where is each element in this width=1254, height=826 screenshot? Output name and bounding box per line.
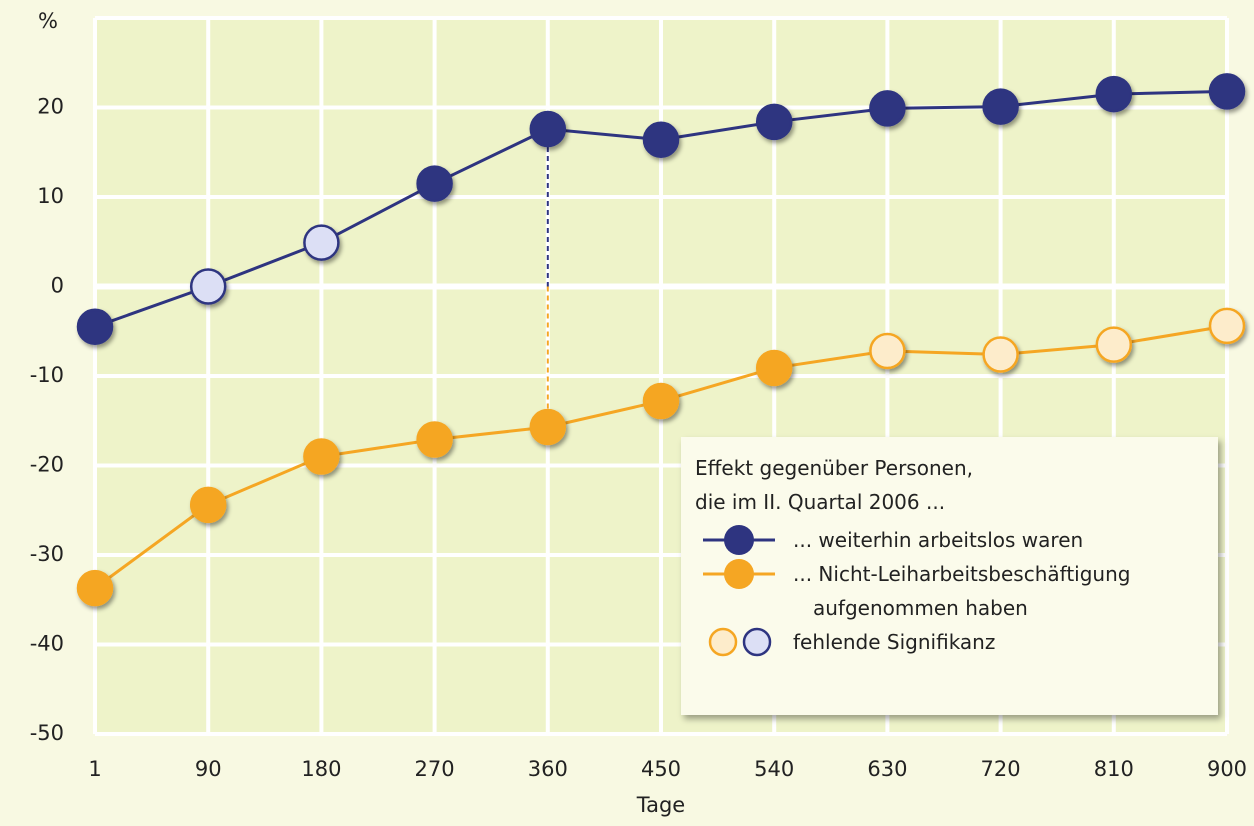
legend-title: die im II. Quartal 2006 ... xyxy=(695,490,946,514)
x-tick-label: 720 xyxy=(981,757,1021,781)
x-tick-label: 360 xyxy=(528,757,568,781)
point xyxy=(189,486,227,524)
point xyxy=(1208,73,1246,110)
point xyxy=(76,569,114,607)
y-unit: % xyxy=(38,9,58,33)
point xyxy=(869,332,906,370)
legend-label: ... weiterhin arbeitslos waren xyxy=(793,528,1084,552)
point xyxy=(869,90,906,127)
x-axis-label: Tage xyxy=(636,793,685,817)
x-tick-label: 90 xyxy=(195,757,222,781)
y-tick-label: 10 xyxy=(37,184,64,208)
point xyxy=(1208,307,1246,345)
point xyxy=(982,88,1019,125)
legend-marker xyxy=(724,525,754,555)
legend-symbol xyxy=(703,525,775,555)
point xyxy=(755,103,793,141)
legend-symbol xyxy=(703,559,775,589)
y-tick-label: -50 xyxy=(30,721,64,745)
x-tick-label: 810 xyxy=(1094,757,1134,781)
y-tick-label: -30 xyxy=(30,542,64,566)
y-tick-label: 0 xyxy=(51,274,64,298)
point xyxy=(642,121,680,158)
legend-marker xyxy=(724,559,754,589)
point xyxy=(529,408,567,446)
x-tick-label: 450 xyxy=(641,757,681,781)
legend-entry: ... weiterhin arbeitslos waren xyxy=(695,523,1204,557)
point xyxy=(642,382,680,420)
x-tick-label: 270 xyxy=(415,757,455,781)
point xyxy=(303,224,340,261)
legend-marker xyxy=(708,627,738,657)
x-tick-label: 540 xyxy=(754,757,794,781)
legend-label: ... Nicht-Leiharbeitsbeschäftigung aufge… xyxy=(793,562,1131,620)
point xyxy=(416,421,453,458)
legend-note: fehlende Signifikanz xyxy=(793,630,996,654)
x-tick-label: 630 xyxy=(867,757,907,781)
point xyxy=(529,110,567,148)
y-tick-label: -10 xyxy=(30,363,64,387)
point xyxy=(982,336,1019,373)
point xyxy=(76,308,114,346)
point xyxy=(1095,75,1133,113)
point xyxy=(303,438,340,475)
legend-entry: ... Nicht-Leiharbeitsbeschäftigung aufge… xyxy=(695,557,1204,625)
x-tick-label: 180 xyxy=(301,757,341,781)
point xyxy=(416,165,453,202)
y-tick-label: -40 xyxy=(30,632,64,656)
y-tick-label: -20 xyxy=(30,453,64,477)
x-tick-label: 900 xyxy=(1207,757,1247,781)
legend-entry: fehlende Signifikanz xyxy=(695,625,1204,659)
y-tick-label: 20 xyxy=(37,95,64,119)
legend-title: Effekt gegenüber Personen, xyxy=(695,456,973,480)
x-tick-label: 1 xyxy=(88,757,101,781)
legend-symbol xyxy=(708,627,772,657)
legend-marker xyxy=(742,627,772,657)
point xyxy=(1095,326,1133,363)
point xyxy=(755,349,793,387)
point xyxy=(189,268,227,305)
legend: Effekt gegenüber Personen, die im II. Qu… xyxy=(681,437,1218,715)
